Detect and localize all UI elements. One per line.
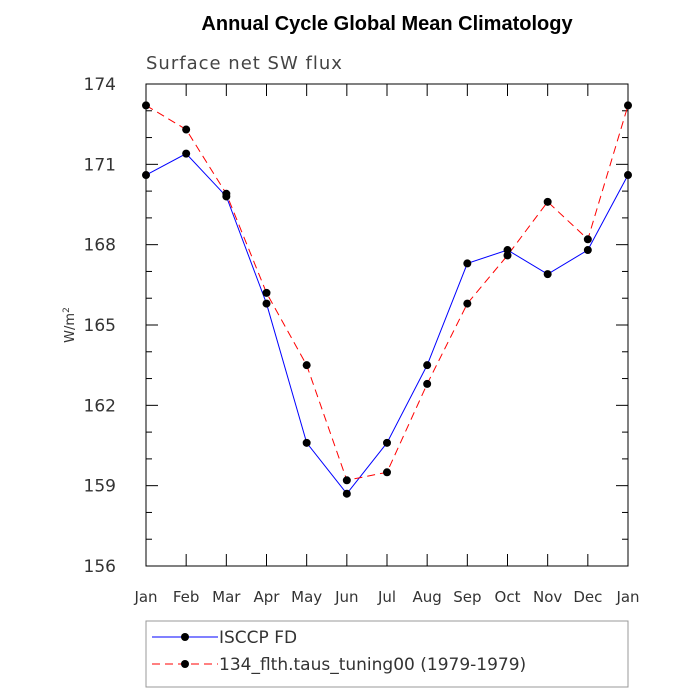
chart-subtitle: Surface net SW flux <box>146 53 343 74</box>
legend-box <box>145 620 629 688</box>
x-tick-label: Jun <box>334 588 358 606</box>
y-tick-label: 162 <box>84 396 116 416</box>
series-1-point <box>583 246 592 255</box>
series-1-point <box>624 171 632 180</box>
series-2-point <box>463 299 472 308</box>
y-axis-label-text: W/m <box>63 313 78 343</box>
series-2-point <box>423 379 432 388</box>
series-1-point <box>383 438 391 447</box>
series-2-point <box>543 197 552 206</box>
legend-marker-2 <box>181 660 189 668</box>
x-tick-label: Jan <box>133 588 157 606</box>
series-1-point <box>423 361 432 370</box>
x-tick-label: Apr <box>254 588 281 606</box>
series-1-point <box>463 259 472 268</box>
x-tick-label: Dec <box>573 588 602 606</box>
y-tick-label: 174 <box>84 75 116 95</box>
series-2-point <box>383 468 391 477</box>
series-group <box>142 101 632 498</box>
series-1-point <box>302 438 311 447</box>
legend-label-2: 134_flth.taus_tuning00 (1979-1979) <box>219 655 526 675</box>
chart-title: Annual Cycle Global Mean Climatology <box>201 13 573 35</box>
y-tick-label: 165 <box>84 316 116 336</box>
plot-frame <box>145 83 629 567</box>
legend: ISCCP FD 134_flth.taus_tuning00 (1979-197… <box>145 620 629 688</box>
y-tick-label: 159 <box>84 477 116 497</box>
series-2-point <box>624 101 632 110</box>
series-2-point <box>182 125 191 134</box>
legend-label-1: ISCCP FD <box>219 628 297 648</box>
series-2-point <box>222 189 231 198</box>
series-1-point <box>543 270 552 279</box>
legend-marker-1 <box>181 633 189 641</box>
series-2-point <box>503 251 512 260</box>
y-axis-label-superscript: 2 <box>62 307 72 313</box>
x-tick-label: Jul <box>377 588 396 606</box>
y-axis-label: W/m2 <box>62 307 78 343</box>
x-tick-label: Feb <box>173 588 200 606</box>
x-tick-label: Mar <box>212 588 241 606</box>
x-tick-label: Aug <box>413 588 442 606</box>
x-tick-label: Oct <box>495 588 521 606</box>
series-line-2 <box>145 104 629 481</box>
series-1-point <box>342 489 351 498</box>
x-tick-label: Nov <box>533 588 562 606</box>
series-2-point <box>583 235 592 244</box>
series-2-point <box>302 361 311 370</box>
x-tick-label: Sep <box>453 588 481 606</box>
x-tick-label: Jan <box>615 588 639 606</box>
series-1-point <box>262 299 271 308</box>
y-tick-label: 156 <box>84 557 116 577</box>
y-tick-label: 168 <box>84 236 116 256</box>
series-2-point <box>142 101 150 110</box>
axes: Jan Feb Mar Apr May Jun Jul Aug Sep Oct Nov Dec Jan 1… <box>84 75 640 606</box>
y-tick-label: 171 <box>84 155 116 175</box>
x-tick-label: May <box>291 588 322 606</box>
series-1-point <box>182 149 191 158</box>
series-2-point <box>342 476 351 485</box>
series-2-point <box>262 288 271 297</box>
series-1-point <box>142 171 150 180</box>
